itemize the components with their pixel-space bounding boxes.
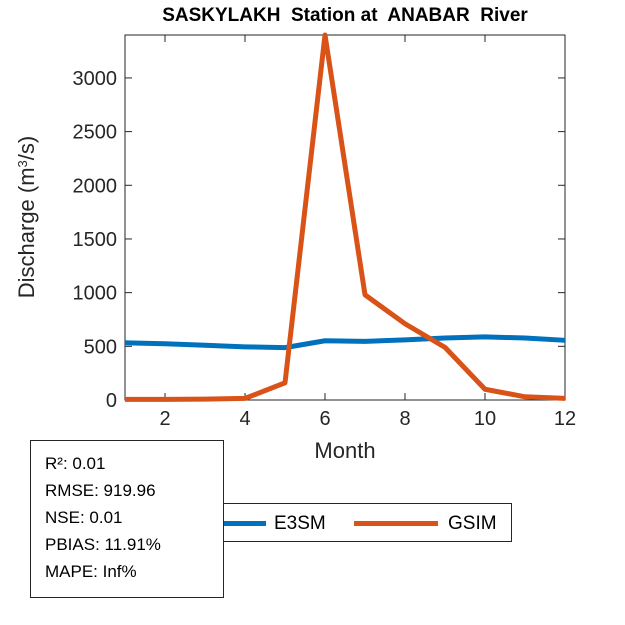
legend: E3SM GSIM <box>173 503 512 542</box>
x-tick-label: 10 <box>474 408 496 430</box>
stat-pbias: PBIAS: 11.91% <box>45 535 161 554</box>
stat-mape: MAPE: Inf% <box>45 562 137 581</box>
y-tick-label: 1500 <box>73 229 118 251</box>
y-axis-label: Discharge (m3/s) <box>14 136 40 299</box>
y-tick-label: 2000 <box>73 175 118 197</box>
y-axis-label-units: /s) <box>14 135 39 161</box>
y-tick-label: 2500 <box>73 122 118 144</box>
y-tick-label: 0 <box>106 390 117 412</box>
legend-label-gsim: GSIM <box>448 513 497 534</box>
legend-line-sample-e3sm <box>182 521 266 526</box>
series-line-e3sm <box>124 334 566 351</box>
axes-frame <box>124 34 566 401</box>
x-tick-label: 4 <box>239 408 250 430</box>
stat-r2: R²: 0.01 <box>45 454 106 473</box>
y-axis-label-superscript: 3 <box>15 160 30 168</box>
legend-line-sample-gsim <box>354 521 438 526</box>
x-tick-label: 6 <box>319 408 330 430</box>
legend-label-e3sm: E3SM <box>274 513 326 534</box>
series-line-gsim <box>125 32 566 402</box>
y-tick-label: 3000 <box>73 68 118 90</box>
y-axis-label-text: Discharge (m <box>14 167 39 299</box>
chart-title: SASKYLAKH Station at ANABAR River <box>162 5 528 26</box>
stats-annotation-box: R²: 0.01 RMSE: 919.96 NSE: 0.01 PBIAS: 1… <box>30 440 224 598</box>
x-tick-label: 12 <box>554 408 576 430</box>
stat-rmse: RMSE: 919.96 <box>45 481 156 500</box>
x-tick-label: 8 <box>399 408 410 430</box>
y-tick-label: 1000 <box>73 283 118 305</box>
x-tick-label: 2 <box>159 408 170 430</box>
x-axis-label: Month <box>314 438 376 463</box>
y-tick-label: 500 <box>84 336 117 358</box>
stat-nse: NSE: 0.01 <box>45 508 123 527</box>
